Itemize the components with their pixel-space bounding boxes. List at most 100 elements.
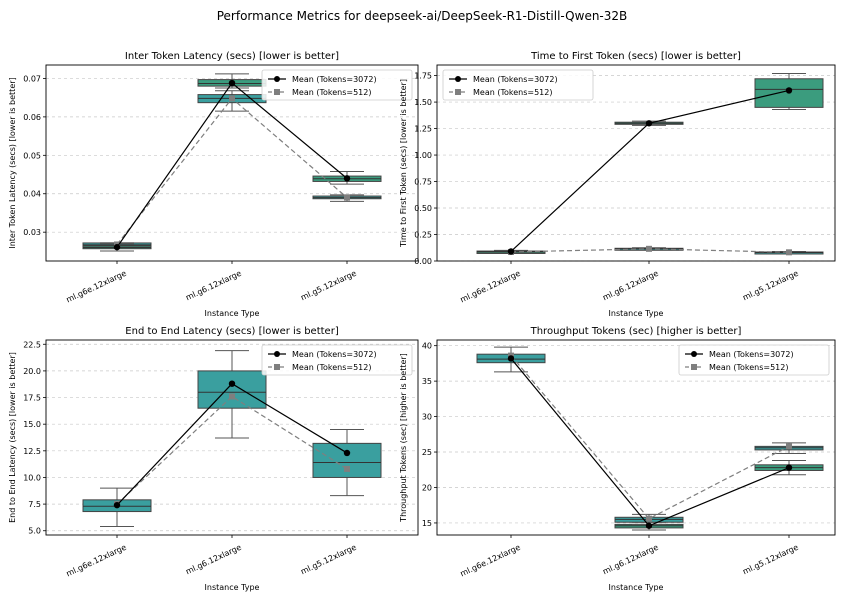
mean-point-512	[646, 245, 652, 252]
mean-point-512	[646, 515, 652, 522]
y-axis-label: End to End Latency (secs) [lower is bett…	[8, 352, 17, 523]
mean-point-3072	[343, 449, 351, 457]
panel-title: End to End Latency (secs) [lower is bett…	[125, 326, 339, 337]
legend-marker-3072	[274, 76, 280, 82]
mean-point-3072	[645, 120, 653, 127]
y-tick-label: 35	[422, 377, 432, 386]
legend-marker-3072	[274, 351, 280, 357]
y-tick-label: 1.75	[414, 72, 432, 81]
panel-title: Inter Token Latency (secs) [lower is bet…	[125, 51, 339, 62]
axes-frame	[436, 64, 836, 262]
y-axis-label: Inter Token Latency (secs) [lower is bet…	[8, 77, 17, 248]
y-tick-label: 1.25	[414, 125, 432, 134]
y-tick-label: 30	[422, 413, 432, 422]
box-ml.g5.12xlarge-Tokens=512	[312, 429, 382, 497]
y-tick-label: 40	[422, 342, 432, 351]
chart-panel-2: 0.00 0.25 0.50 0.75 1.00 1.25 1.50 1.75 ml.g6e.1…	[399, 51, 836, 318]
box-body	[312, 442, 382, 478]
mean-point-512	[229, 393, 235, 400]
y-tick-label: 0.07	[23, 74, 41, 83]
x-axis-label: Instance Type	[205, 309, 260, 318]
y-tick-label: 20.0	[23, 367, 41, 376]
x-tick-label: ml.g5.12xlarge	[299, 269, 358, 303]
chart-panel-3: 5.0 7.5 10.0 12.5 15.0 17.5 20.0 22.5 ml.g6e.12x…	[8, 326, 419, 592]
y-tick-label: 0.04	[23, 190, 41, 199]
y-axis-label: Throughput Tokens (sec) [higher is bette…	[399, 353, 408, 523]
legend-label-512: Mean (Tokens=512)	[709, 363, 788, 372]
y-tick-label: 15.0	[23, 420, 41, 429]
legend-box	[678, 344, 830, 376]
chart-panel-1: 0.03 0.04 0.05 0.06 0.07 ml.g6e.12xlarge ml.g6…	[8, 51, 419, 318]
x-axis-label: Instance Type	[609, 583, 664, 592]
series-line-3072	[510, 358, 790, 527]
legend-box	[261, 69, 413, 101]
legend-marker-512	[274, 364, 280, 370]
x-tick-label: ml.g6e.12xlarge	[459, 269, 522, 305]
y-tick-label: 0.06	[23, 113, 41, 122]
x-tick-label: ml.g6e.12xlarge	[65, 269, 128, 305]
y-tick-label: 17.5	[23, 394, 41, 403]
series-line-512	[116, 395, 348, 505]
mean-point-3072	[507, 248, 515, 255]
y-tick-label: 15	[422, 519, 432, 528]
mean-point-3072	[113, 243, 121, 251]
x-tick-label: ml.g5.12xlarge	[299, 543, 358, 577]
y-tick-label: 0.05	[23, 151, 41, 160]
legend: Mean (Tokens=3072) Mean (Tokens=512)	[261, 69, 413, 101]
mean-point-3072	[113, 501, 121, 509]
legend-label-512: Mean (Tokens=512)	[292, 363, 371, 372]
x-axis-label: Instance Type	[205, 583, 260, 592]
y-tick-label: 10.0	[23, 473, 41, 482]
legend-box	[261, 344, 413, 376]
x-tick-label: ml.g5.12xlarge	[741, 543, 800, 577]
mean-point-3072	[785, 464, 793, 471]
legend-marker-3072	[691, 351, 697, 357]
y-tick-label: 20	[422, 483, 432, 492]
axes-frame	[436, 339, 836, 536]
x-axis-label: Instance Type	[609, 309, 664, 318]
legend-marker-512	[274, 89, 280, 95]
x-tick-label: ml.g6e.12xlarge	[459, 543, 522, 579]
x-tick-label: ml.g6.12xlarge	[184, 543, 243, 577]
x-tick-label: ml.g6.12xlarge	[601, 543, 660, 577]
mean-point-512	[344, 465, 350, 472]
y-tick-label: 0.75	[414, 178, 432, 187]
legend-label-3072: Mean (Tokens=3072)	[709, 350, 794, 359]
y-tick-label: 0.00	[414, 257, 432, 266]
mean-point-512	[344, 194, 350, 201]
mean-point-3072	[228, 79, 236, 87]
mean-point-3072	[228, 380, 236, 387]
box-ml.g6.12xlarge-Tokens=512	[197, 350, 267, 439]
y-tick-label: 25	[422, 448, 432, 457]
y-tick-label: 0.25	[414, 231, 432, 240]
panel-title: Time to First Token (secs) [lower is bet…	[530, 51, 741, 62]
y-tick-label: 7.5	[28, 500, 41, 509]
mean-point-512	[786, 249, 792, 256]
series-line-512	[510, 355, 790, 520]
y-tick-label: 0.03	[23, 228, 41, 237]
y-tick-label: 1.00	[414, 151, 432, 160]
x-tick-label: ml.g6e.12xlarge	[65, 543, 128, 579]
mean-point-512	[229, 95, 235, 102]
legend-marker-512	[691, 364, 697, 370]
mean-point-3072	[507, 355, 515, 362]
legend-label-512: Mean (Tokens=512)	[292, 88, 371, 97]
chart-panel-4: 15 20 25 30 35 40 ml.g6e.12xlarge ml.g6.12xlarg…	[399, 326, 836, 592]
box-body	[197, 370, 267, 409]
series-line-512	[116, 97, 348, 245]
y-tick-label: 22.5	[23, 340, 41, 349]
mean-point-3072	[645, 522, 653, 529]
legend: Mean (Tokens=3072) Mean (Tokens=512)	[678, 344, 830, 376]
legend-label-3072: Mean (Tokens=3072)	[292, 350, 377, 359]
mean-point-3072	[785, 87, 793, 94]
series-line-3072	[510, 89, 790, 252]
y-tick-label: 1.50	[414, 98, 432, 107]
x-tick-label: ml.g6.12xlarge	[184, 269, 243, 303]
y-axis-label: Time to First Token (secs) [lower is bet…	[399, 79, 408, 248]
legend-marker-3072	[455, 76, 461, 82]
legend-marker-512	[455, 89, 461, 95]
mean-point-512	[786, 443, 792, 450]
figure-title: Performance Metrics for deepseek-ai/Deep…	[216, 9, 628, 23]
y-tick-label: 0.50	[414, 204, 432, 213]
